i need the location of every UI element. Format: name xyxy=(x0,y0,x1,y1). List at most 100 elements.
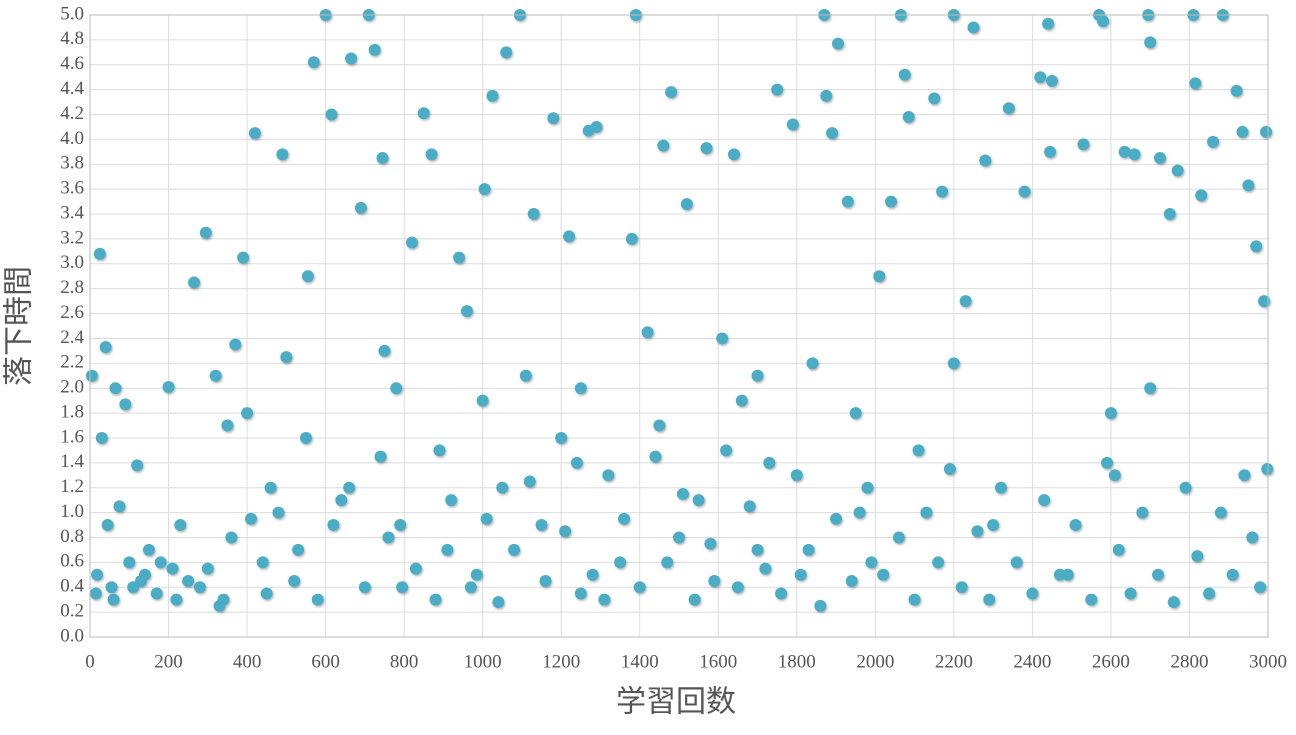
y-tick-label: 2.8 xyxy=(60,277,84,298)
point xyxy=(586,568,599,581)
point xyxy=(559,525,572,538)
x-tick-label: 2800 xyxy=(1170,651,1208,672)
point xyxy=(1167,596,1180,609)
point xyxy=(743,500,756,513)
point xyxy=(590,120,603,133)
x-tick-label: 1400 xyxy=(621,651,659,672)
point xyxy=(105,581,118,594)
point xyxy=(453,251,466,264)
point xyxy=(193,581,206,594)
point xyxy=(394,519,407,532)
y-tick-label: 1.2 xyxy=(60,476,84,497)
point xyxy=(727,148,740,161)
point xyxy=(480,512,493,525)
point xyxy=(555,431,568,444)
point xyxy=(1044,145,1057,158)
x-tick-label: 3000 xyxy=(1249,651,1287,672)
y-tick-label: 1.4 xyxy=(60,451,84,472)
y-tick-label: 5.0 xyxy=(60,3,84,24)
point xyxy=(441,543,454,556)
point xyxy=(885,195,898,208)
point xyxy=(653,419,666,432)
point xyxy=(464,581,477,594)
point xyxy=(873,270,886,283)
y-tick-label: 4.2 xyxy=(60,103,84,124)
point xyxy=(91,568,104,581)
y-tick-label: 0.2 xyxy=(60,600,84,621)
y-tick-label: 0.8 xyxy=(60,526,84,547)
point xyxy=(166,562,179,575)
point xyxy=(201,562,214,575)
point xyxy=(1203,587,1216,600)
y-tick-label: 3.0 xyxy=(60,252,84,273)
point xyxy=(382,531,395,544)
point xyxy=(500,46,513,59)
point xyxy=(716,332,729,345)
point xyxy=(85,369,98,382)
point xyxy=(1053,568,1066,581)
x-tick-label: 2600 xyxy=(1092,651,1130,672)
point xyxy=(299,431,312,444)
point xyxy=(486,89,499,102)
point xyxy=(358,581,371,594)
point xyxy=(943,463,956,476)
y-axis-title: 落下時間 xyxy=(2,266,37,386)
point xyxy=(849,407,862,420)
point xyxy=(898,68,911,81)
point xyxy=(1018,185,1031,198)
point xyxy=(1112,543,1125,556)
point xyxy=(1104,407,1117,420)
point xyxy=(101,519,114,532)
x-tick-label: 1200 xyxy=(542,651,580,672)
point xyxy=(1077,138,1090,151)
point xyxy=(688,593,701,606)
y-tick-label: 4.6 xyxy=(60,53,84,74)
x-axis-title: 学習回数 xyxy=(616,685,736,720)
point xyxy=(661,556,674,569)
point xyxy=(806,357,819,370)
point xyxy=(790,469,803,482)
point xyxy=(1069,519,1082,532)
point xyxy=(936,185,949,198)
point xyxy=(786,118,799,131)
point xyxy=(325,108,338,121)
point xyxy=(574,587,587,600)
point xyxy=(1042,17,1055,30)
point xyxy=(1144,36,1157,49)
point xyxy=(1236,125,1249,138)
point xyxy=(731,581,744,594)
point xyxy=(845,575,858,588)
point xyxy=(1002,102,1015,115)
point xyxy=(1261,463,1274,476)
point xyxy=(460,305,473,318)
point xyxy=(574,382,587,395)
x-tick-label: 0 xyxy=(85,651,95,672)
point xyxy=(229,338,242,351)
point xyxy=(390,382,403,395)
point xyxy=(1246,531,1259,544)
point xyxy=(547,112,560,125)
point xyxy=(248,127,261,140)
point xyxy=(971,525,984,538)
point xyxy=(354,201,367,214)
point xyxy=(692,494,705,507)
point xyxy=(396,581,409,594)
point xyxy=(429,593,442,606)
point xyxy=(311,593,324,606)
x-tick-label: 200 xyxy=(154,651,183,672)
point xyxy=(527,208,540,221)
point xyxy=(199,226,212,239)
x-tick-label: 2000 xyxy=(856,651,894,672)
point xyxy=(368,43,381,56)
point xyxy=(264,481,277,494)
point xyxy=(260,587,273,600)
point xyxy=(1260,125,1273,138)
point xyxy=(735,394,748,407)
y-tick-label: 4.8 xyxy=(60,28,84,49)
point xyxy=(832,37,845,50)
point xyxy=(244,512,257,525)
point xyxy=(1154,152,1167,165)
point xyxy=(763,456,776,469)
point xyxy=(708,575,721,588)
point xyxy=(374,450,387,463)
